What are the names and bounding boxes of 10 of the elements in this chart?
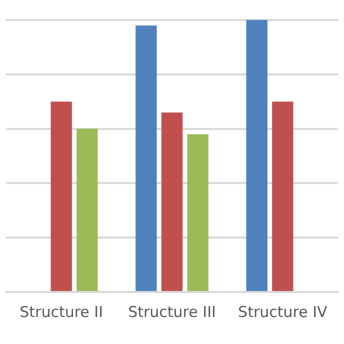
bar <box>272 102 294 291</box>
x-tick-label: Structure II <box>20 302 104 321</box>
bar <box>136 25 157 291</box>
x-tick-label: Structure IV <box>238 302 328 321</box>
x-tick-label: Structure III <box>128 302 216 321</box>
bar <box>246 20 268 291</box>
bar <box>161 112 183 291</box>
bar <box>187 134 208 291</box>
bar <box>50 102 72 291</box>
bar <box>76 128 98 291</box>
